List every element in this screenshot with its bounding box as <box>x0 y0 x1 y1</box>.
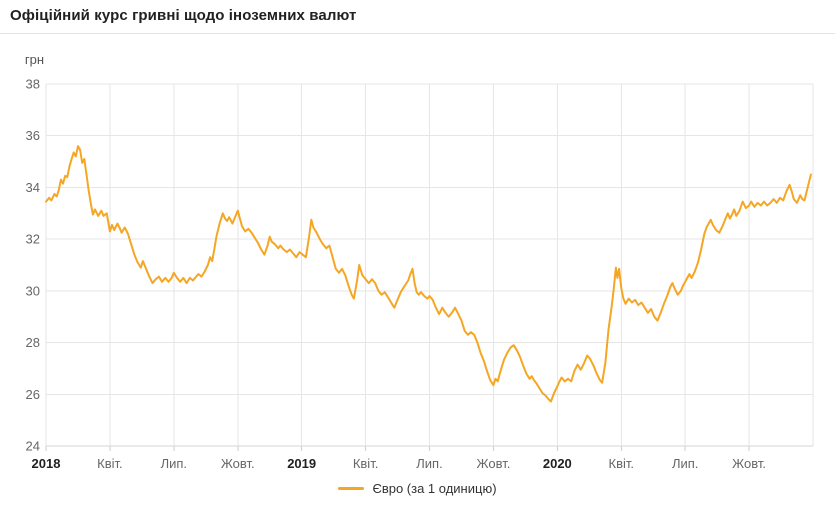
x-tick-label: Жовт. <box>732 456 766 471</box>
x-tick-label: 2018 <box>32 456 61 471</box>
x-tick-label: 2019 <box>287 456 316 471</box>
y-tick-label: 30 <box>26 283 40 298</box>
page-title: Офіційний курс гривні щодо іноземних вал… <box>10 7 357 24</box>
x-tick-label: Жовт. <box>221 456 255 471</box>
x-tick-label: Квіт. <box>97 456 123 471</box>
y-tick-label: 28 <box>26 335 40 350</box>
y-tick-label: 32 <box>26 232 40 247</box>
y-tick-label: 38 <box>26 77 40 92</box>
euro-series-line <box>45 145 812 403</box>
x-tick-label: Жовт. <box>476 456 510 471</box>
x-tick-label: Квіт. <box>609 456 635 471</box>
y-tick-label: 26 <box>26 387 40 402</box>
x-tick-label: 2020 <box>543 456 572 471</box>
x-tick-label: Лип. <box>416 456 442 471</box>
header: Офіційний курс гривні щодо іноземних вал… <box>0 0 835 34</box>
x-tick-label: Лип. <box>672 456 698 471</box>
legend[interactable]: Євро (за 1 одиницю) <box>0 481 835 496</box>
header-divider <box>0 33 835 34</box>
y-tick-label: 34 <box>26 180 40 195</box>
y-tick-label: 36 <box>26 128 40 143</box>
legend-label: Євро (за 1 одиницю) <box>372 481 497 496</box>
x-tick-label: Квіт. <box>353 456 379 471</box>
y-axis-unit-label: грн <box>25 52 44 67</box>
legend-line-swatch <box>338 487 365 490</box>
x-tick-label: Лип. <box>161 456 187 471</box>
y-tick-label: 24 <box>26 439 40 454</box>
